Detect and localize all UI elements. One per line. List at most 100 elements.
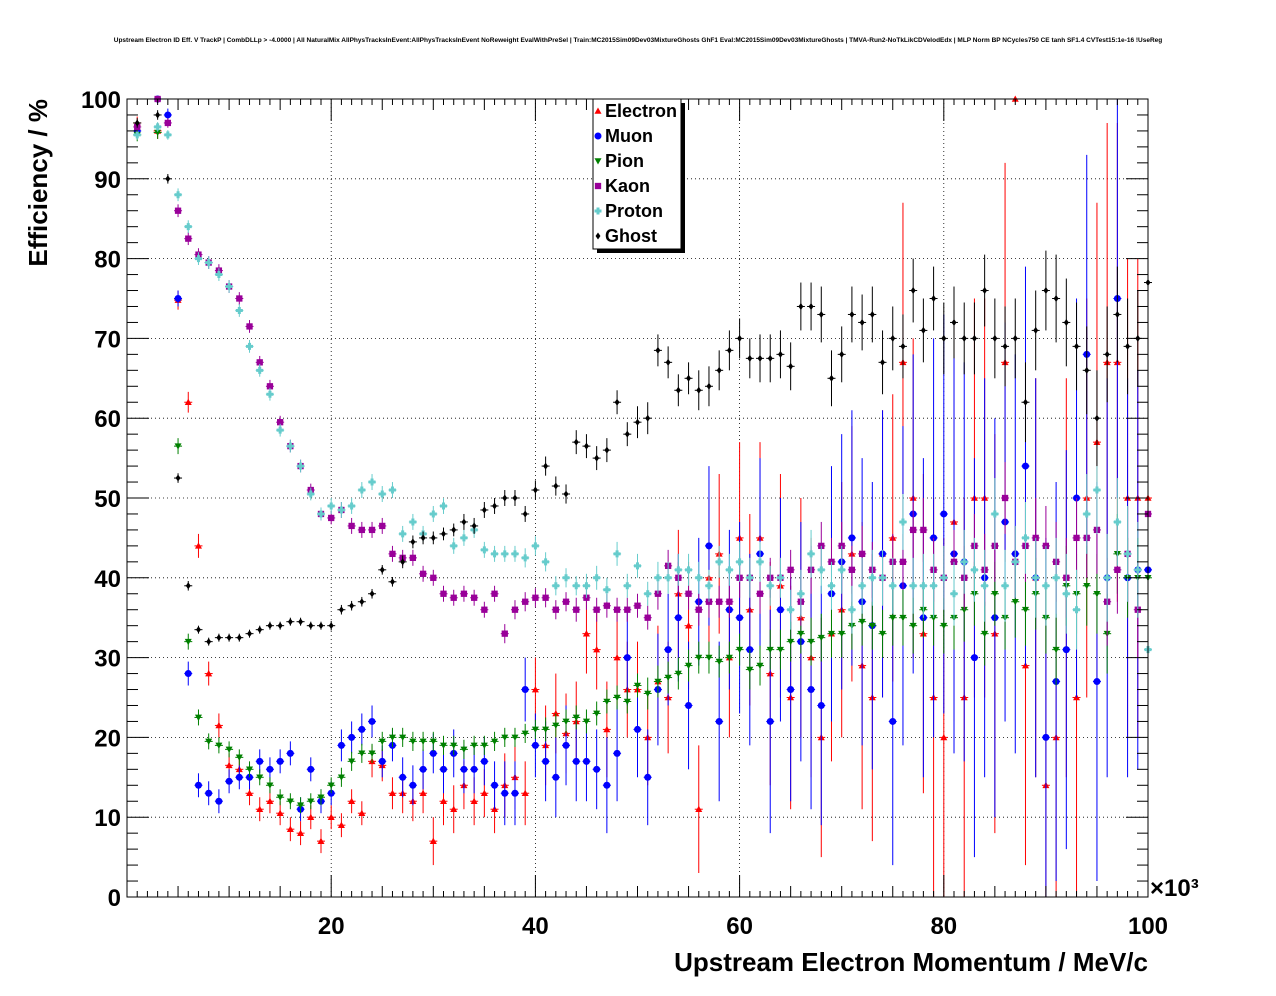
data-marker [379,522,386,530]
data-point [1041,545,1050,626]
data-point [500,490,509,506]
data-marker [328,514,335,522]
data-point [184,232,193,246]
data-point [480,601,489,618]
data-point [225,741,234,758]
data-marker [562,574,570,582]
data-marker [256,757,264,765]
data-marker [461,518,467,526]
data-marker [440,502,448,510]
data-marker [624,606,631,613]
data-point [337,813,346,838]
data-marker [531,686,539,693]
data-point [633,673,642,698]
data-point [184,580,193,591]
data-marker [757,354,763,362]
data-point [388,482,397,498]
data-marker [634,602,641,609]
data-point [837,609,846,658]
data-point [531,536,540,556]
data-point [725,330,734,371]
data-marker [613,606,621,613]
data-marker [286,442,294,450]
data-marker [553,482,559,490]
data-marker [582,630,590,637]
data-point [174,473,183,483]
data-point [796,569,805,618]
data-marker [194,542,202,549]
legend-label: Ghost [605,226,657,246]
data-marker [1053,295,1059,302]
data-point [439,527,448,541]
data-point [480,541,489,558]
data-marker [909,622,917,630]
data-point [225,633,234,642]
data-marker [480,742,488,749]
data-marker [695,805,703,813]
data-marker [225,283,233,291]
data-point [500,624,509,644]
data-marker [1012,334,1018,342]
data-marker [368,478,376,486]
data-point [735,633,744,666]
data-point [327,620,336,631]
data-marker [532,486,538,494]
data-point [756,334,765,383]
data-marker [644,614,651,621]
data-marker [1114,566,1121,573]
data-point [980,254,989,327]
data-marker [185,235,192,242]
data-point [694,370,703,411]
data-marker [766,646,774,654]
data-point [306,621,315,630]
data-marker [685,622,693,629]
data-marker [337,506,345,514]
data-point [255,797,264,822]
data-point [378,486,387,502]
data-marker [531,726,539,733]
data-marker [981,630,989,638]
data-point [572,721,581,802]
data-point [306,793,315,810]
data-marker [787,566,794,573]
data-marker [859,318,865,326]
data-point [562,484,571,504]
data-point [602,438,611,463]
data-marker [736,558,744,566]
data-marker [573,606,580,613]
data-marker [664,574,672,582]
data-point [1123,298,1132,395]
y-tick-label: 70 [94,326,121,353]
data-marker [644,773,652,781]
data-marker [276,809,284,817]
data-point [510,490,519,506]
data-marker [593,646,601,653]
data-marker [899,614,907,622]
data-marker [940,574,948,582]
data-marker [654,678,662,686]
data-marker [1134,566,1142,574]
data-marker [950,590,958,598]
data-marker [970,566,978,574]
data-marker [1011,598,1019,606]
data-point [265,621,274,630]
data-point [194,252,203,265]
data-marker [1023,398,1028,406]
data-point [817,613,826,662]
data-point [582,434,591,459]
data-marker [430,574,437,581]
data-marker [869,310,875,318]
data-point [878,549,887,606]
data-marker [337,774,345,781]
data-point [827,609,836,658]
data-marker [246,766,254,773]
data-point [602,689,611,714]
data-marker [634,725,641,733]
data-point [572,576,581,596]
data-point [847,286,856,343]
data-marker [460,534,468,542]
data-marker [991,510,999,518]
data-marker [246,789,254,797]
data-point [398,555,407,569]
data-marker [492,502,498,510]
